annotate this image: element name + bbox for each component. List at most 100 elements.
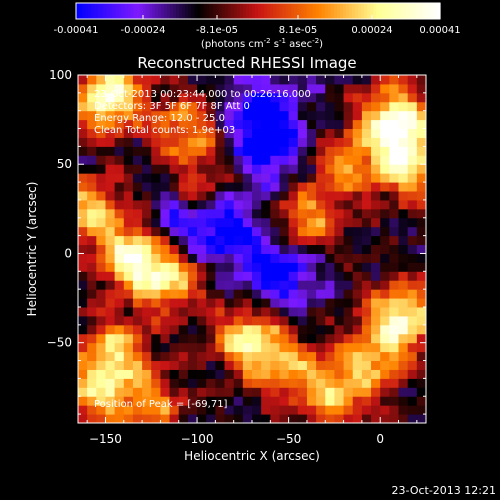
heatmap-cell (87, 137, 97, 147)
heatmap-cell (261, 360, 271, 370)
heatmap-cell (151, 324, 161, 335)
heatmap-cell (306, 83, 317, 94)
heatmap-cell (206, 235, 216, 246)
colorbar-segment (236, 3, 241, 19)
heatmap-cell (416, 378, 426, 388)
heatmap-cell (242, 235, 253, 246)
heatmap-cell (380, 414, 390, 423)
heatmap-cell (114, 262, 125, 272)
heatmap-cell (114, 235, 125, 246)
colorbar-segment (330, 3, 335, 19)
heatmap-cell (87, 110, 97, 121)
heatmap-cell (96, 92, 106, 103)
heatmap-cell (325, 208, 335, 219)
heatmap-cell (178, 414, 189, 423)
heatmap-cell (334, 369, 345, 379)
colorbar-segment (115, 3, 120, 19)
heatmap-cell (279, 387, 290, 397)
heatmap-cell (160, 137, 171, 147)
heatmap-cell (233, 414, 244, 423)
heatmap-cell (96, 191, 106, 201)
heatmap-cell (252, 271, 262, 281)
colorbar-segment (436, 3, 441, 19)
heatmap-cell (206, 92, 216, 103)
heatmap-cell (297, 182, 308, 192)
heatmap-cell (105, 92, 116, 103)
heatmap-cell (343, 235, 354, 246)
heatmap-cell (334, 199, 345, 210)
colorbar-segment (276, 3, 280, 19)
heatmap-cell (160, 360, 171, 370)
colorbar-segment (300, 3, 305, 19)
heatmap-cell (352, 164, 363, 174)
heatmap-cell (325, 378, 335, 388)
heatmap-cell (261, 405, 271, 415)
heatmap-cell (197, 244, 207, 254)
heatmap-cell (334, 173, 345, 183)
heatmap-cell (96, 360, 106, 370)
heatmap-cell (87, 128, 97, 138)
heatmap-cell (206, 155, 216, 165)
heatmap-cell (224, 199, 235, 210)
heatmap-cell (242, 226, 253, 237)
heatmap-cell (206, 253, 216, 263)
heatmap-cell (197, 253, 207, 263)
heatmap-cell (361, 199, 372, 210)
heatmap-cell (407, 226, 418, 237)
heatmap-cell (224, 164, 235, 174)
heatmap-cell (270, 351, 280, 362)
heatmap-cell (96, 101, 106, 112)
heatmap-cell (123, 307, 134, 317)
heatmap-cell (123, 83, 134, 94)
heatmap-cell (87, 164, 97, 174)
heatmap-cell (206, 119, 216, 130)
heatmap-cell (352, 289, 363, 299)
heatmap-cell (398, 119, 409, 130)
heatmap-cell (114, 75, 125, 85)
heatmap-cell (105, 235, 116, 246)
heatmap-cell (197, 119, 207, 130)
heatmap-cell (371, 217, 381, 228)
heatmap-cell (132, 235, 143, 246)
colorbar-segment (424, 3, 429, 19)
colorbar-segment (157, 3, 162, 19)
heatmap-cell (224, 342, 235, 353)
heatmap-cell (132, 128, 143, 138)
heatmap-cell (371, 155, 381, 165)
heatmap-cell (187, 280, 198, 290)
heatmap-cell (142, 137, 152, 147)
heatmap-cell (105, 333, 116, 344)
heatmap-cell (279, 396, 290, 406)
heatmap-cell (87, 262, 97, 272)
heatmap-cell (78, 199, 88, 210)
heatmap-cell (123, 146, 134, 156)
heatmap-cell (334, 235, 345, 246)
heatmap-cell (105, 119, 116, 130)
colorbar-segment (163, 3, 168, 19)
heatmap-cell (78, 235, 88, 246)
colorbar-segment (288, 3, 292, 19)
heatmap-cell (371, 137, 381, 147)
heatmap-cell (361, 360, 372, 370)
heatmap-cell (361, 182, 372, 192)
heatmap-cell (215, 378, 226, 388)
heatmap-cell (306, 414, 317, 423)
heatmap-cell (242, 271, 253, 281)
colorbar-tick-label: -0.00041 (54, 25, 99, 36)
heatmap-cell (398, 271, 409, 281)
heatmap-cell (279, 137, 290, 147)
heatmap-cell (389, 324, 400, 335)
heatmap-cell (270, 173, 280, 183)
heatmap-cell (215, 182, 226, 192)
heatmap-cell (343, 226, 354, 237)
heatmap-cell (252, 315, 262, 326)
heatmap-cell (380, 360, 390, 370)
heatmap-cell (132, 351, 143, 362)
heatmap-cell (279, 307, 290, 317)
heatmap-cell (389, 360, 400, 370)
heatmap-cell (87, 191, 97, 201)
heatmap-cell (316, 351, 326, 362)
heatmap-cell (87, 75, 97, 85)
heatmap-cell (151, 333, 161, 344)
heatmap-cell (197, 83, 207, 94)
